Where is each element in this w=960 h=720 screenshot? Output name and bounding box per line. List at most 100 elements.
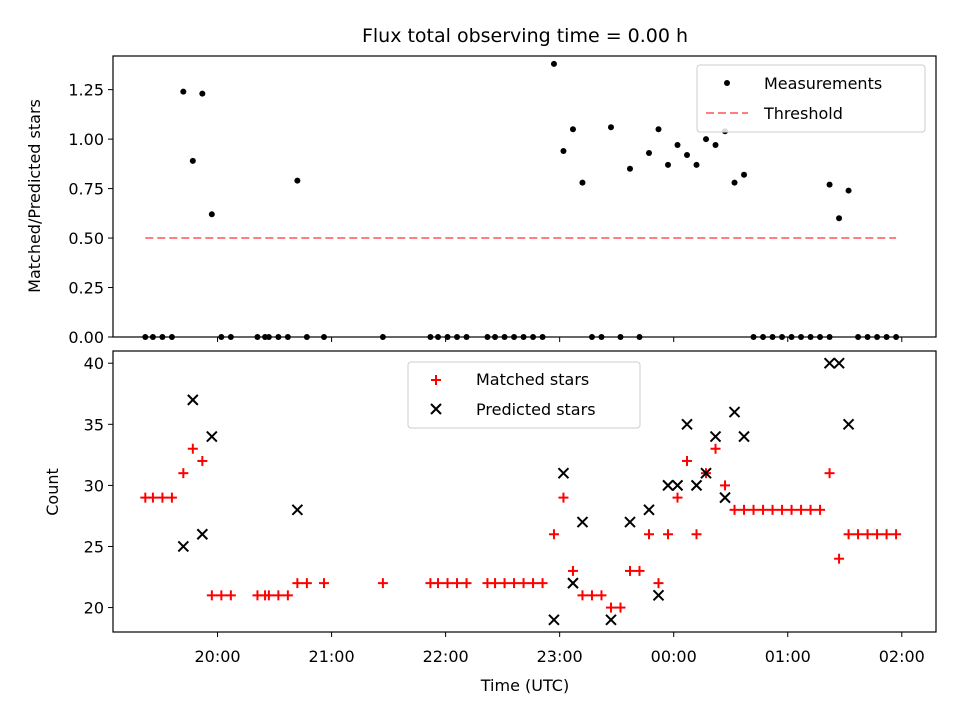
matched-star-point (178, 468, 189, 479)
matched-star-point (509, 578, 520, 589)
matched-star-point (691, 529, 702, 540)
matched-star-point (891, 529, 902, 540)
measurement-point (703, 136, 710, 143)
matched-star-point (805, 504, 816, 515)
matched-star-point (853, 529, 864, 540)
measurement-point (712, 142, 719, 149)
matched-star-point (377, 578, 388, 589)
measurement-point (845, 187, 852, 194)
measurement-point (665, 161, 672, 168)
matched-star-point (862, 529, 873, 540)
matched-star-point (490, 578, 501, 589)
matched-star-point (147, 492, 158, 503)
predicted-star-point (728, 406, 741, 418)
matched-star-point (461, 578, 472, 589)
legend-matched-label: Matched stars (476, 370, 589, 389)
y-tick-label: 25 (84, 537, 104, 556)
matched-star-point (548, 529, 559, 540)
matched-star-point (442, 578, 453, 589)
legend-predicted-label: Predicted stars (476, 400, 596, 419)
predicted-star-point (206, 430, 218, 443)
matched-star-point (615, 602, 626, 613)
matched-star-point (301, 578, 312, 589)
matched-star-point (653, 578, 664, 589)
predicted-star-point (291, 504, 304, 516)
measurement-point (560, 147, 567, 154)
matched-star-point (824, 468, 835, 479)
matched-star-point (282, 590, 293, 601)
x-tick-label: 00:00 (651, 647, 697, 666)
predicted-star-point (690, 479, 703, 492)
matched-star-point (815, 504, 826, 515)
matched-star-point (273, 590, 284, 601)
measurement-point (826, 181, 833, 188)
y-tick-label: 0.00 (68, 328, 104, 347)
predicted-star-point (738, 430, 750, 443)
matched-star-point (263, 590, 274, 601)
matched-star-point (586, 590, 597, 601)
matched-star-point (624, 565, 635, 576)
x-tick-label: 20:00 (194, 647, 240, 666)
y-tick-label: 20 (84, 599, 104, 618)
matched-star-point (748, 504, 759, 515)
predicted-star-point (671, 479, 684, 492)
matched-star-point (672, 492, 683, 503)
y-tick-label: 0.75 (68, 180, 104, 199)
matched-star-point (643, 529, 654, 540)
matched-star-point (567, 565, 578, 576)
measurement-point (189, 157, 196, 164)
matched-star-point (518, 578, 529, 589)
top-legend: Measurements Threshold (696, 64, 926, 133)
y-axis-label: Matched/Predicted stars (25, 99, 44, 293)
matched-star-point (537, 578, 548, 589)
matched-star-point (682, 455, 693, 466)
measurement-point (607, 124, 614, 131)
y-tick-label: 30 (84, 476, 104, 495)
predicted-star-point (662, 479, 674, 492)
predicted-star-point (557, 467, 570, 479)
bottom-legend: Matched stars Predicted stars (407, 361, 641, 429)
chart-title: Flux total observing time = 0.00 h (362, 25, 688, 47)
predicted-star-point (709, 430, 722, 443)
matched-star-point (577, 590, 588, 601)
matched-star-point (834, 553, 845, 564)
matched-star-point (881, 529, 892, 540)
x-tick-label: 23:00 (537, 647, 583, 666)
top-legend-box (696, 64, 926, 133)
matched-star-point (225, 590, 236, 601)
matched-star-point (729, 504, 740, 515)
top-panel: Flux total observing time = 0.00 h Match… (25, 25, 937, 347)
predicted-star-point (187, 394, 199, 406)
predicted-star-point (700, 467, 712, 479)
y-tick-label: 40 (84, 354, 104, 373)
matched-star-point (292, 578, 303, 589)
y-tick-label: 0.25 (68, 279, 104, 298)
matched-star-point (197, 455, 208, 466)
matched-star-point (528, 578, 539, 589)
measurement-point (579, 179, 586, 186)
y-tick-label: 1.25 (68, 81, 104, 100)
predicted-star-point (177, 540, 190, 553)
predicted-star-point (576, 516, 589, 528)
matched-star-point (872, 529, 883, 540)
predicted-star-point (823, 357, 836, 369)
y-tick-label: 0.50 (68, 229, 104, 248)
predicted-star-point (842, 418, 855, 431)
predicted-star-point (719, 491, 731, 504)
matched-star-point (796, 504, 807, 515)
predicted-star-point (643, 504, 655, 516)
x-axis-label: Time (UTC) (480, 676, 569, 695)
bottom-x-ticks: 20:00 21:00 22:00 23:00 00:00 01:00 02:00 (194, 632, 925, 666)
x-tick-label: 02:00 (879, 647, 925, 666)
measurement-point (741, 171, 748, 178)
bottom-legend-box (407, 361, 641, 429)
y-tick-label: 35 (84, 415, 104, 434)
legend-measurements-label: Measurements (764, 74, 882, 93)
y-tick-label: 1.00 (68, 130, 104, 149)
matched-star-point (710, 443, 721, 454)
legend-predicted-marker (430, 403, 442, 415)
matched-star-point (605, 602, 616, 613)
matched-star-point (720, 480, 731, 491)
bottom-y-ticks: 20 25 30 35 40 (84, 354, 113, 618)
